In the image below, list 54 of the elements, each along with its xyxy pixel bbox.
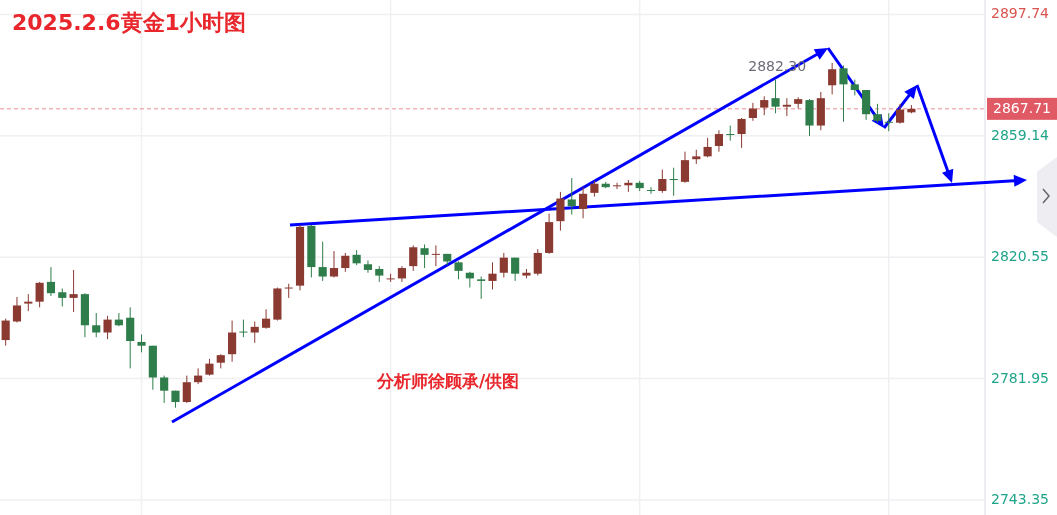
- candlestick: [261, 308, 271, 330]
- candlestick: [69, 269, 78, 313]
- candlestick: [782, 97, 791, 117]
- candlestick: [703, 137, 712, 158]
- candlestick: [1, 318, 10, 347]
- candlestick: [12, 296, 22, 323]
- candlestick: [126, 306, 135, 369]
- candlestick: [103, 315, 112, 340]
- candlestick: [714, 129, 724, 153]
- candlestick: [771, 79, 780, 114]
- candlestick: [488, 261, 497, 290]
- candlestick: [250, 321, 259, 344]
- candlestick: [680, 151, 690, 184]
- candlestick: [896, 103, 905, 125]
- candlestick: [431, 244, 440, 267]
- candlestick: [612, 182, 622, 190]
- candlestick: [477, 276, 486, 300]
- candlestick: [658, 169, 667, 194]
- candlestick: [409, 244, 418, 272]
- candlestick: [420, 243, 429, 269]
- y-tick-label: 2820.55: [991, 248, 1049, 265]
- candlestick: [737, 117, 746, 149]
- candlestick: [92, 312, 101, 338]
- y-tick-label: 2781.95: [991, 369, 1049, 386]
- ref-line-label: 2867.71: [993, 99, 1051, 116]
- candlestick: [341, 252, 350, 273]
- candlestick: [669, 167, 678, 197]
- candlestick: [884, 112, 893, 132]
- candlestick: [646, 186, 656, 195]
- y-tick-label: 2743.35: [991, 491, 1049, 507]
- candlestick: [726, 125, 735, 142]
- candlestick: [318, 241, 327, 282]
- chart-title: 2025.2.6黄金1小时图: [12, 10, 246, 35]
- candlestick: [828, 62, 837, 95]
- candlestick: [748, 102, 757, 122]
- candlestick: [46, 266, 56, 297]
- candlestick: [228, 320, 237, 363]
- candlestick: [556, 191, 565, 232]
- candlestick: [533, 248, 542, 277]
- candlestick: [35, 281, 44, 308]
- candlestick: [873, 103, 882, 124]
- candlestick: [363, 259, 373, 274]
- candlestick: [760, 95, 769, 116]
- candlestick: [284, 283, 293, 299]
- candlestick: [567, 177, 576, 216]
- candlestick: [329, 250, 339, 278]
- candlestick: [182, 375, 191, 404]
- candlestick: [160, 375, 169, 404]
- candlestick: [499, 252, 508, 278]
- y-tick-label: 2897.74: [991, 5, 1050, 22]
- candlestick: [579, 186, 588, 219]
- annotation: 分析师徐顾承/供图: [375, 371, 520, 391]
- candlestick: [839, 64, 848, 123]
- y-tick-label: 2859.14: [991, 126, 1050, 143]
